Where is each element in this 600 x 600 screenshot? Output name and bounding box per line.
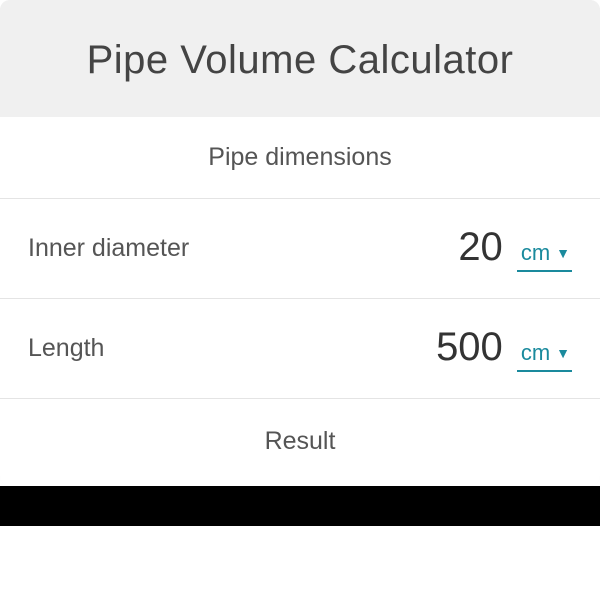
label-inner-diameter: Inner diameter bbox=[28, 234, 189, 263]
unit-select-inner-diameter[interactable]: cm ▼ bbox=[517, 238, 572, 272]
row-inner-diameter: Inner diameter 20 cm ▼ bbox=[0, 199, 600, 299]
calculator-card: Pipe Volume Calculator Pipe dimensions I… bbox=[0, 0, 600, 486]
section-title-result: Result bbox=[0, 399, 600, 486]
row-length: Length 500 cm ▼ bbox=[0, 299, 600, 399]
page-title: Pipe Volume Calculator bbox=[20, 38, 580, 83]
value-inner-diameter[interactable]: 20 bbox=[458, 225, 503, 270]
footer-bar bbox=[0, 486, 600, 526]
card-header: Pipe Volume Calculator bbox=[0, 0, 600, 117]
unit-select-length[interactable]: cm ▼ bbox=[517, 338, 572, 372]
row-right-length: 500 cm ▼ bbox=[436, 325, 572, 372]
section-title-dimensions: Pipe dimensions bbox=[0, 117, 600, 199]
unit-label: cm bbox=[521, 340, 550, 366]
chevron-down-icon: ▼ bbox=[556, 245, 570, 261]
label-length: Length bbox=[28, 334, 104, 363]
unit-label: cm bbox=[521, 240, 550, 266]
value-length[interactable]: 500 bbox=[436, 325, 503, 370]
chevron-down-icon: ▼ bbox=[556, 345, 570, 361]
row-right-inner-diameter: 20 cm ▼ bbox=[458, 225, 572, 272]
